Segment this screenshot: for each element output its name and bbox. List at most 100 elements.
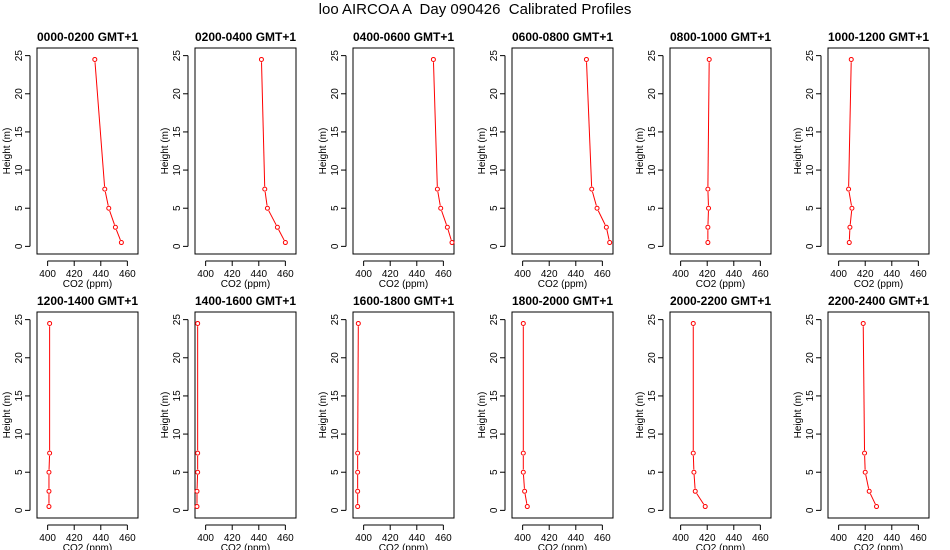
profile-point	[846, 240, 852, 246]
plot-frame	[352, 47, 455, 255]
x-tick-label: 400	[514, 533, 531, 544]
x-tick-label: 460	[594, 269, 611, 280]
profile-point	[195, 320, 201, 326]
y-tick-label: 10	[172, 428, 183, 440]
profile-point	[106, 205, 112, 211]
profile-point	[47, 320, 53, 326]
y-tick-label: 20	[647, 352, 658, 364]
y-axis-label: Height (m)	[793, 392, 804, 439]
y-tick-label: 10	[14, 164, 25, 176]
x-tick-label: 420	[224, 269, 241, 280]
y-tick-label: 5	[330, 469, 341, 475]
x-tick-label: 420	[857, 533, 874, 544]
panel-title: 1600-1800 GMT+1	[353, 294, 454, 308]
profile-point	[583, 56, 589, 62]
profile-point	[195, 450, 201, 456]
profile-segment	[264, 191, 268, 206]
y-tick-label: 25	[172, 314, 183, 326]
figure-title: loo AIRCOA A Day 090426 Calibrated Profi…	[318, 1, 632, 18]
x-tick-label: 460	[277, 533, 294, 544]
panel-title: 2000-2200 GMT+1	[670, 294, 771, 308]
panel-title: 1800-2000 GMT+1	[512, 294, 613, 308]
profile-segment	[592, 191, 597, 206]
profile-point	[194, 488, 200, 494]
y-tick-label: 15	[330, 126, 341, 138]
profile-point	[282, 240, 288, 246]
y-tick-label: 10	[805, 428, 816, 440]
y-tick-label: 10	[330, 428, 341, 440]
y-tick-label: 20	[172, 352, 183, 364]
x-tick-label: 460	[910, 269, 927, 280]
profile-segment	[261, 62, 266, 187]
y-tick-label: 20	[14, 352, 25, 364]
y-axis-label: Height (m)	[2, 392, 13, 439]
profile-segment	[862, 326, 866, 451]
profile-point	[46, 504, 52, 510]
y-axis-label: Height (m)	[318, 392, 329, 439]
y-tick-label: 0	[489, 507, 500, 513]
y-tick-label: 0	[330, 243, 341, 249]
panel-title: 1400-1600 GMT+1	[195, 294, 296, 308]
x-tick-label: 400	[514, 269, 531, 280]
y-tick-label: 25	[805, 314, 816, 326]
profile-point	[705, 186, 711, 192]
profile-point	[705, 224, 711, 230]
profile-point	[112, 224, 118, 230]
profile-segment	[848, 191, 852, 206]
profile-segment	[597, 210, 606, 225]
x-tick-label: 420	[66, 269, 83, 280]
profile-point	[702, 504, 708, 510]
y-tick-label: 0	[489, 243, 500, 249]
profile-segment	[606, 229, 610, 240]
y-tick-label: 20	[805, 352, 816, 364]
profile-point	[258, 56, 264, 62]
y-tick-label: 0	[14, 243, 25, 249]
profile-segment	[865, 474, 870, 489]
y-tick-label: 5	[489, 205, 500, 211]
y-tick-label: 10	[330, 164, 341, 176]
y-tick-label: 25	[14, 50, 25, 62]
x-tick-label: 440	[567, 533, 584, 544]
y-tick-label: 25	[489, 50, 500, 62]
x-tick-label: 420	[541, 533, 558, 544]
x-axis-label: CO2 (ppm)	[379, 279, 428, 290]
profile-segment	[524, 493, 528, 504]
profile-point	[274, 224, 280, 230]
y-axis-label: Height (m)	[793, 128, 804, 175]
y-tick-label: 5	[647, 469, 658, 475]
profile-segment	[849, 210, 853, 225]
x-tick-label: 420	[382, 533, 399, 544]
x-tick-label: 460	[435, 533, 452, 544]
y-tick-label: 5	[14, 205, 25, 211]
profile-point	[430, 56, 436, 62]
plot-frame	[827, 47, 930, 255]
y-tick-label: 15	[805, 390, 816, 402]
profile-point	[355, 488, 361, 494]
y-tick-label: 15	[172, 126, 183, 138]
profile-segment	[586, 62, 593, 187]
profile-segment	[94, 62, 106, 187]
x-tick-label: 420	[66, 533, 83, 544]
x-tick-label: 460	[119, 533, 136, 544]
x-tick-label: 460	[277, 269, 294, 280]
y-tick-label: 15	[805, 126, 816, 138]
panel-title: 0000-0200 GMT+1	[37, 30, 138, 44]
x-tick-label: 440	[92, 533, 109, 544]
profile-segment	[696, 493, 705, 505]
x-tick-label: 420	[224, 533, 241, 544]
profile-segment	[869, 493, 876, 505]
profile-segment	[437, 191, 441, 206]
y-axis-label: Height (m)	[2, 128, 13, 175]
profile-point	[705, 240, 711, 246]
profile-point	[520, 320, 526, 326]
x-tick-label: 460	[752, 533, 769, 544]
x-tick-label: 440	[250, 533, 267, 544]
panel-title: 1200-1400 GMT+1	[37, 294, 138, 308]
profile-segment	[357, 326, 359, 451]
y-tick-label: 0	[14, 507, 25, 513]
profile-point	[444, 224, 450, 230]
x-tick-label: 460	[119, 269, 136, 280]
x-tick-label: 440	[883, 269, 900, 280]
y-tick-label: 25	[647, 50, 658, 62]
